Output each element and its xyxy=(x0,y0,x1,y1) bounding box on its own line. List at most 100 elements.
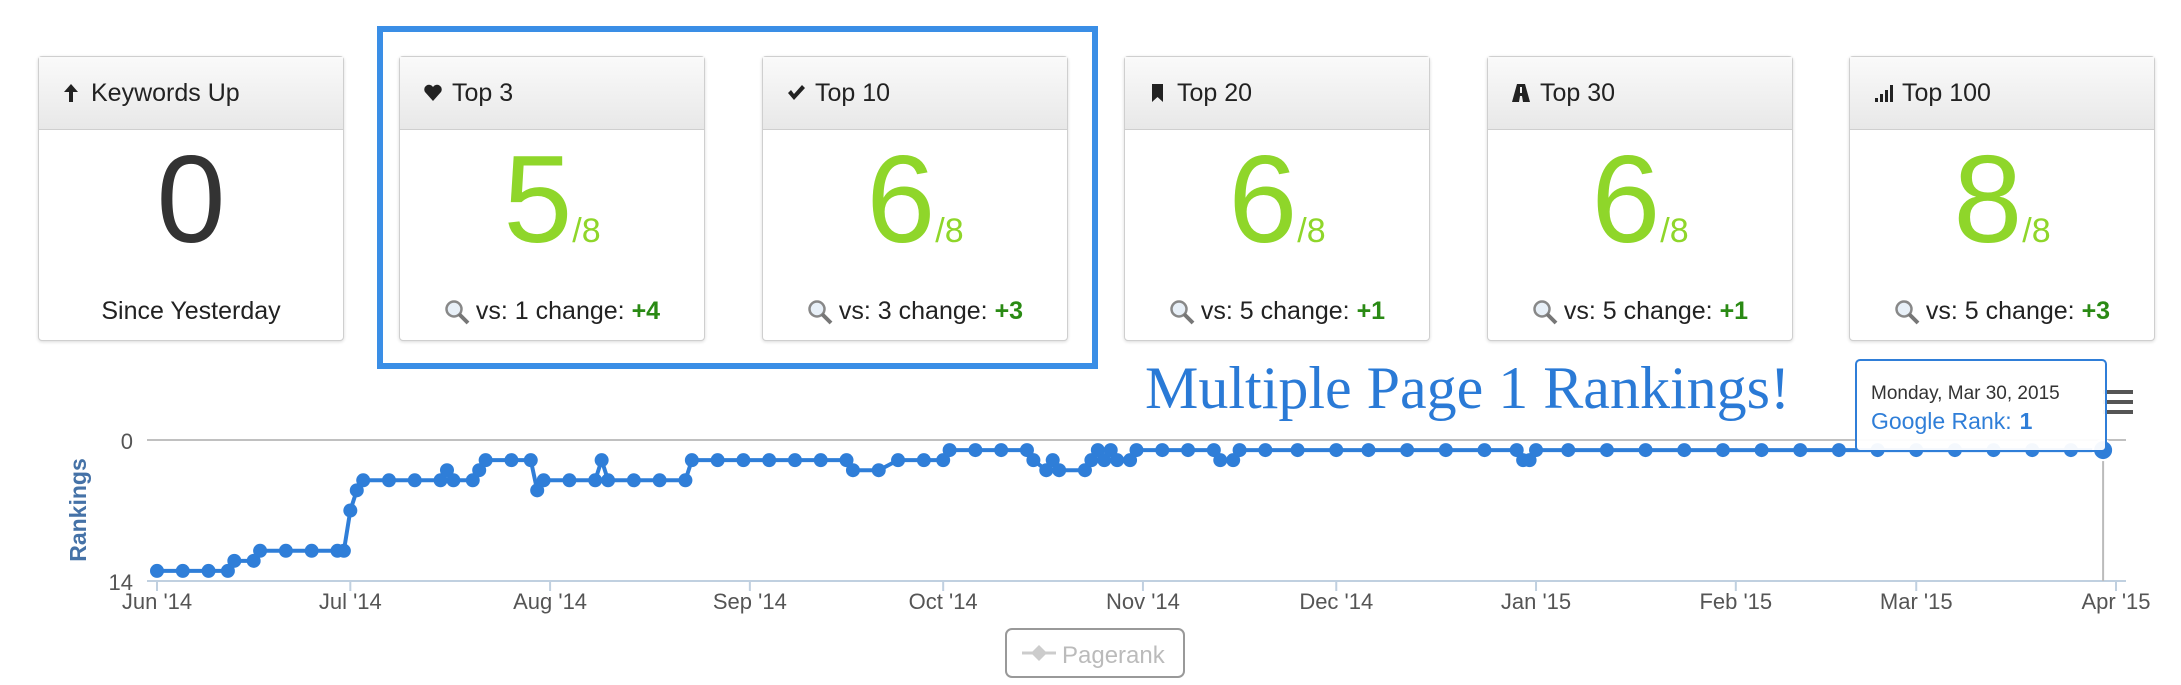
denominator: /8 xyxy=(935,212,964,250)
search-icon xyxy=(1895,300,1920,325)
y-axis-label: Rankings xyxy=(65,458,91,562)
value: 6 xyxy=(1228,131,1298,269)
point xyxy=(1045,453,1060,468)
point xyxy=(813,453,828,468)
tooltip-date: Monday, Mar 30, 2015 xyxy=(1871,383,2060,404)
point xyxy=(1477,443,1492,458)
point xyxy=(652,473,667,488)
point xyxy=(407,473,422,488)
point xyxy=(472,463,487,478)
point xyxy=(523,453,538,468)
stat-card: Top 20 6/8 vs: 5 change: +1 xyxy=(1124,56,1430,341)
point xyxy=(1715,443,1730,458)
point xyxy=(343,503,358,518)
point xyxy=(994,443,1009,458)
tooltip-value: 1 xyxy=(2020,408,2033,434)
point xyxy=(1039,463,1054,478)
point xyxy=(381,473,396,488)
point xyxy=(916,453,931,468)
card-footer: vs: 3 change: +3 xyxy=(763,297,1067,326)
point xyxy=(1052,463,1067,478)
menu-icon[interactable] xyxy=(2103,390,2133,414)
tooltip-series: Google Rank: 1 xyxy=(1871,408,2033,434)
card-icon xyxy=(64,84,78,102)
value: 6 xyxy=(866,131,936,269)
legend-label[interactable]: Pagerank xyxy=(1062,642,1166,669)
point xyxy=(1026,453,1041,468)
point xyxy=(1110,453,1125,468)
card-footer: Since Yesterday xyxy=(39,297,343,326)
x-tick-label: Feb '15 xyxy=(1699,589,1772,614)
x-tick-label: Jun '14 xyxy=(122,589,192,614)
change: +4 xyxy=(631,297,661,325)
highlight-box xyxy=(377,26,1098,369)
point xyxy=(1097,453,1112,468)
point xyxy=(1677,443,1692,458)
denominator: /8 xyxy=(2022,212,2051,250)
point xyxy=(891,453,906,468)
card-footer: vs: 1 change: +4 xyxy=(400,297,704,326)
point xyxy=(1361,443,1376,458)
point xyxy=(787,453,802,468)
point xyxy=(1793,443,1808,458)
point xyxy=(1258,443,1273,458)
legend-marker xyxy=(1031,645,1047,661)
point xyxy=(1522,453,1537,468)
point xyxy=(845,463,860,478)
point xyxy=(562,473,577,488)
point xyxy=(1329,443,1344,458)
card-icon xyxy=(1512,84,1530,102)
tooltip-label: Google Rank: xyxy=(1871,408,2012,434)
point xyxy=(968,443,983,458)
footer-text: vs: 1 change: xyxy=(475,297,625,325)
point xyxy=(1561,443,1576,458)
footer-text: Since Yesterday xyxy=(101,297,281,325)
annotation: Multiple Page 1 Rankings! xyxy=(1145,355,1790,421)
point xyxy=(1123,453,1138,468)
search-icon xyxy=(1170,300,1195,325)
card-value: 6/8 xyxy=(763,135,1067,296)
card-value: 0 xyxy=(39,135,343,265)
point xyxy=(1213,453,1228,468)
point xyxy=(1206,443,1221,458)
tooltip: Monday, Mar 30, 2015 Google Rank: 1 xyxy=(1855,359,2107,452)
point xyxy=(601,473,616,488)
point xyxy=(1103,443,1118,458)
search-icon xyxy=(1533,300,1558,325)
point xyxy=(1400,443,1415,458)
point xyxy=(349,483,364,498)
card-title: Keywords Up xyxy=(91,79,240,107)
card-header: Top 30 xyxy=(1488,57,1792,130)
x-tick-label: Sep '14 xyxy=(713,589,787,614)
point xyxy=(478,453,493,468)
value: 5 xyxy=(503,131,573,269)
point xyxy=(1638,443,1653,458)
point xyxy=(220,563,235,578)
search-icon xyxy=(808,300,833,325)
point xyxy=(1077,463,1092,478)
point xyxy=(1529,443,1544,458)
change: +3 xyxy=(994,297,1024,325)
card-title: Top 30 xyxy=(1540,79,1616,107)
footer-text: vs: 5 change: xyxy=(1925,297,2075,325)
point xyxy=(626,473,641,488)
card-header: Top 10 xyxy=(763,57,1067,130)
point xyxy=(1090,443,1105,458)
card-value: 5/8 xyxy=(400,135,704,296)
x-tick-label: Dec '14 xyxy=(1299,589,1373,614)
point xyxy=(1129,443,1144,458)
stat-card: Top 3 5/8 vs: 1 change: +4 xyxy=(399,56,705,341)
point xyxy=(465,473,480,488)
card-header: Keywords Up xyxy=(39,57,343,130)
card-header: Top 3 xyxy=(400,57,704,130)
point xyxy=(871,463,886,478)
card-footer: vs: 5 change: +3 xyxy=(1850,297,2154,326)
change: +1 xyxy=(1719,297,1749,325)
x-tick-label: Jul '14 xyxy=(319,589,382,614)
point xyxy=(336,543,351,558)
card-header: Top 100 xyxy=(1850,57,2154,130)
legend-box[interactable] xyxy=(1005,628,1185,678)
point xyxy=(936,453,951,468)
